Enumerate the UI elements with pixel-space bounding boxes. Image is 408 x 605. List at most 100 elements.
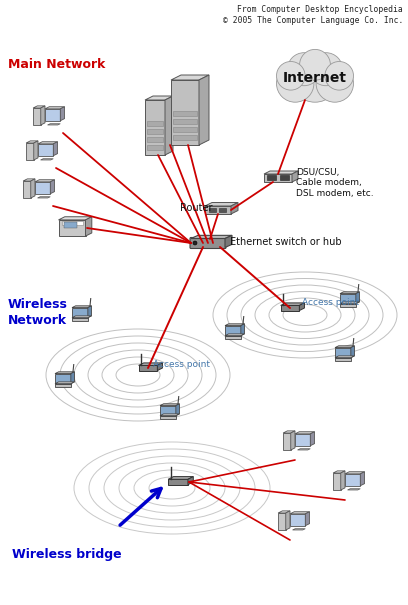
Polygon shape: [171, 75, 209, 80]
Polygon shape: [225, 325, 241, 336]
Polygon shape: [264, 171, 298, 174]
Text: Internet: Internet: [283, 71, 347, 85]
Polygon shape: [71, 372, 74, 384]
Polygon shape: [225, 235, 232, 247]
Text: From Computer Desktop Encyclopedia: From Computer Desktop Encyclopedia: [237, 5, 403, 14]
Polygon shape: [55, 382, 74, 384]
Circle shape: [288, 53, 321, 86]
Polygon shape: [55, 384, 71, 387]
Text: Ethernet switch or hub: Ethernet switch or hub: [230, 237, 341, 247]
Polygon shape: [26, 141, 38, 143]
Polygon shape: [72, 316, 91, 318]
Polygon shape: [345, 474, 360, 486]
Polygon shape: [26, 143, 34, 160]
FancyBboxPatch shape: [209, 208, 216, 212]
Circle shape: [277, 62, 305, 90]
Circle shape: [310, 53, 342, 86]
Polygon shape: [160, 405, 176, 416]
Circle shape: [299, 50, 330, 80]
Polygon shape: [281, 303, 304, 306]
Polygon shape: [278, 513, 286, 530]
FancyBboxPatch shape: [190, 238, 226, 249]
Polygon shape: [356, 292, 359, 304]
Polygon shape: [283, 433, 291, 450]
Text: © 2005 The Computer Language Co. Inc.: © 2005 The Computer Language Co. Inc.: [223, 16, 403, 25]
Polygon shape: [340, 293, 356, 304]
Polygon shape: [139, 363, 162, 365]
Polygon shape: [38, 142, 58, 144]
FancyBboxPatch shape: [267, 175, 276, 180]
Polygon shape: [53, 142, 58, 155]
Polygon shape: [241, 324, 244, 336]
Circle shape: [193, 241, 197, 245]
FancyBboxPatch shape: [173, 135, 197, 140]
Polygon shape: [168, 479, 188, 485]
Polygon shape: [283, 431, 295, 433]
Polygon shape: [171, 80, 199, 145]
Polygon shape: [295, 432, 315, 434]
Polygon shape: [38, 197, 50, 198]
Polygon shape: [290, 512, 310, 514]
Circle shape: [316, 65, 353, 102]
Polygon shape: [160, 416, 176, 419]
Polygon shape: [281, 306, 299, 310]
Polygon shape: [205, 206, 231, 214]
Polygon shape: [292, 171, 298, 182]
FancyBboxPatch shape: [64, 222, 77, 228]
Polygon shape: [278, 511, 290, 513]
Polygon shape: [310, 432, 315, 446]
Polygon shape: [48, 124, 60, 125]
Polygon shape: [225, 336, 241, 339]
FancyBboxPatch shape: [173, 119, 197, 124]
Polygon shape: [168, 477, 193, 479]
Polygon shape: [335, 358, 351, 361]
Polygon shape: [293, 529, 305, 530]
Polygon shape: [58, 220, 86, 236]
Polygon shape: [205, 203, 238, 206]
Polygon shape: [31, 179, 35, 198]
Polygon shape: [333, 471, 345, 473]
Polygon shape: [291, 431, 295, 450]
Polygon shape: [191, 235, 232, 238]
Polygon shape: [341, 471, 345, 490]
Polygon shape: [33, 108, 41, 125]
Polygon shape: [40, 159, 53, 160]
Polygon shape: [335, 346, 355, 348]
FancyBboxPatch shape: [173, 127, 197, 132]
Polygon shape: [299, 303, 304, 310]
Polygon shape: [351, 346, 355, 358]
Polygon shape: [176, 404, 180, 416]
Polygon shape: [88, 306, 91, 318]
Polygon shape: [160, 404, 180, 405]
Polygon shape: [58, 217, 92, 220]
Polygon shape: [160, 414, 180, 416]
Text: Wireless bridge: Wireless bridge: [12, 548, 122, 561]
Text: Wireless
Network: Wireless Network: [8, 298, 68, 327]
Polygon shape: [72, 307, 88, 318]
Polygon shape: [145, 100, 165, 155]
Polygon shape: [297, 449, 310, 450]
Polygon shape: [45, 106, 64, 109]
Polygon shape: [295, 434, 310, 446]
FancyBboxPatch shape: [147, 129, 163, 134]
FancyBboxPatch shape: [219, 208, 226, 212]
Polygon shape: [41, 106, 45, 125]
Polygon shape: [286, 511, 290, 530]
Text: Router: Router: [180, 203, 213, 213]
Circle shape: [325, 62, 353, 90]
Polygon shape: [335, 356, 355, 358]
Polygon shape: [340, 304, 356, 307]
FancyBboxPatch shape: [280, 175, 289, 180]
Polygon shape: [55, 372, 74, 374]
FancyBboxPatch shape: [62, 221, 82, 225]
Circle shape: [277, 65, 314, 102]
Polygon shape: [340, 302, 359, 304]
Polygon shape: [340, 292, 359, 293]
Polygon shape: [35, 180, 55, 182]
Polygon shape: [33, 106, 45, 108]
Polygon shape: [38, 144, 53, 155]
Polygon shape: [345, 472, 365, 474]
Circle shape: [291, 54, 339, 102]
Polygon shape: [157, 363, 162, 370]
Polygon shape: [165, 96, 173, 155]
